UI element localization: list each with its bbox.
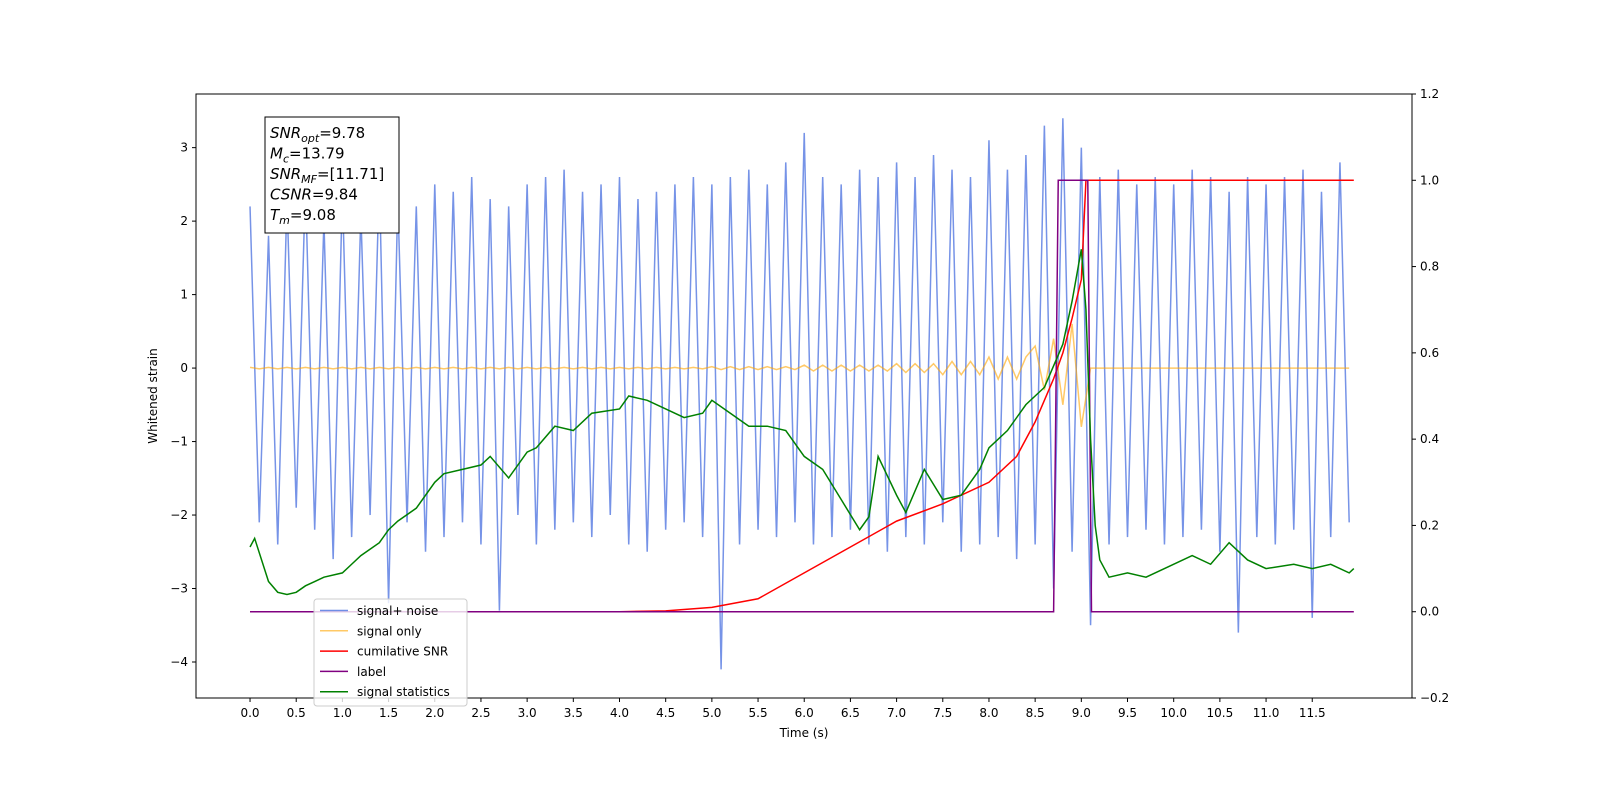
y-axis-label: Whitened strain	[146, 348, 160, 444]
annotation-subscript: m	[279, 214, 290, 227]
x-tick-label: 6.0	[795, 706, 814, 720]
x-tick-label: 2.0	[425, 706, 444, 720]
y-tick-label: −4	[170, 655, 188, 669]
annotation: SNRMF=[11.71]	[270, 165, 384, 186]
x-tick-label: 9.0	[1072, 706, 1091, 720]
annotation-subscript: opt	[301, 132, 320, 145]
y-tick-label: −2	[170, 508, 188, 522]
annotation: Mc=13.79	[270, 145, 345, 166]
annotation-symbol: SNR	[270, 124, 301, 142]
x-tick-label: 8.5	[1026, 706, 1045, 720]
annotation-symbol: T	[270, 206, 281, 224]
x-tick-label: 11.0	[1253, 706, 1280, 720]
annotation: SNRopt=9.78	[270, 124, 365, 145]
y-tick-label: 2	[180, 214, 188, 228]
legend-box	[313, 598, 468, 707]
x-tick-label: 5.5	[749, 706, 768, 720]
y2-tick-label: 1.0	[1420, 173, 1439, 187]
annotation: CSNR=9.84	[270, 186, 358, 204]
x-tick-label: 7.5	[933, 706, 952, 720]
annotation-symbol: SNR	[270, 165, 301, 183]
series-line	[249, 118, 1350, 670]
y2-tick-label: 1.2	[1420, 87, 1439, 101]
x-tick-label: 7.0	[887, 706, 906, 720]
annotation-text: =9.08	[290, 206, 336, 224]
annotation-symbol: CSNR	[270, 186, 312, 204]
x-tick-label: 2.5	[471, 706, 490, 720]
y-tick-label: 3	[180, 141, 188, 155]
x-tick-label: 8.0	[979, 706, 998, 720]
x-tick-label: 10.0	[1160, 706, 1187, 720]
x-tick-label: 5.0	[702, 706, 721, 720]
y2-tick-label: −0.2	[1420, 691, 1449, 705]
x-tick-label: 0.0	[240, 706, 259, 720]
legend-label: signal statistics	[357, 685, 450, 699]
series-line	[250, 179, 1354, 613]
x-tick-label: 9.5	[1118, 706, 1137, 720]
y2-tick-label: 0.2	[1420, 518, 1439, 532]
legend-label: signal+ noise	[357, 604, 438, 618]
annotation-subscript: MF	[301, 173, 317, 186]
y2-tick-label: 0.4	[1420, 432, 1439, 446]
annotation-text: =9.84	[312, 186, 358, 204]
x-tick-label: 4.5	[656, 706, 675, 720]
y2-tick-label: 0.6	[1420, 346, 1439, 360]
legend-label: cumilative SNR	[357, 645, 448, 659]
y-tick-label: 1	[180, 288, 188, 302]
annotation-text: =13.79	[289, 145, 345, 163]
legend-label: signal only	[357, 624, 422, 638]
x-tick-label: 0.5	[287, 706, 306, 720]
annotation-text: =9.78	[319, 124, 365, 142]
series-line	[250, 179, 1354, 613]
annotation-symbol: M	[270, 145, 283, 163]
x-axis-label: Time (s)	[779, 726, 829, 740]
y-tick-label: −3	[170, 582, 188, 596]
annotation: Tm=9.08	[270, 206, 336, 227]
x-tick-label: 1.5	[379, 706, 398, 720]
x-tick-label: 11.5	[1299, 706, 1326, 720]
annotation-subscript: c	[283, 153, 289, 166]
x-tick-label: 4.0	[610, 706, 629, 720]
annotation-box	[264, 116, 400, 234]
x-tick-label: 1.0	[333, 706, 352, 720]
x-tick-label: 6.5	[841, 706, 860, 720]
y-tick-label: 0	[180, 361, 188, 375]
legend-label: label	[357, 665, 386, 679]
y2-tick-label: 0.8	[1420, 260, 1439, 274]
annotation-text: =[11.71]	[317, 165, 384, 183]
y2-tick-label: 0.0	[1420, 605, 1439, 619]
y-tick-label: −1	[170, 435, 188, 449]
x-tick-label: 10.5	[1207, 706, 1234, 720]
x-tick-label: 3.0	[518, 706, 537, 720]
series-line	[249, 323, 1350, 427]
series-line	[249, 249, 1355, 596]
x-tick-label: 3.5	[564, 706, 583, 720]
